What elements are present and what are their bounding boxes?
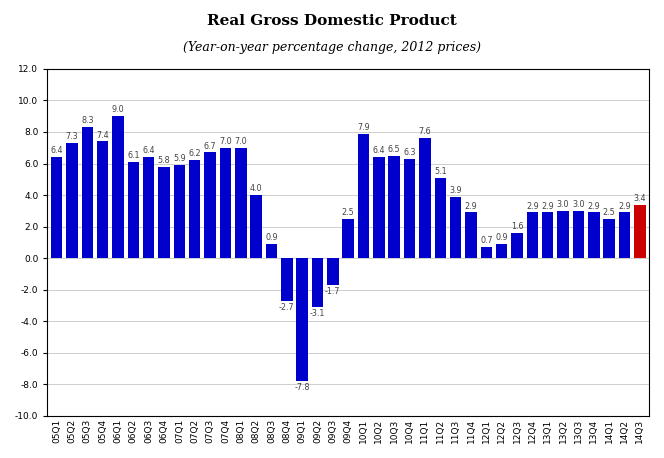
Text: 2.5: 2.5	[603, 208, 616, 217]
Bar	[158, 167, 170, 258]
Text: 2.5: 2.5	[342, 208, 355, 217]
Bar	[619, 213, 630, 258]
Text: 3.0: 3.0	[572, 200, 585, 209]
Text: 2.9: 2.9	[618, 202, 631, 211]
Text: 5.1: 5.1	[434, 167, 447, 176]
Bar	[557, 211, 569, 258]
Bar	[572, 211, 584, 258]
Text: 7.9: 7.9	[357, 123, 370, 131]
Text: 6.2: 6.2	[189, 149, 201, 158]
Bar	[419, 138, 431, 258]
Text: 6.3: 6.3	[403, 148, 416, 157]
Bar	[82, 127, 93, 258]
Bar	[388, 156, 400, 258]
Text: -7.8: -7.8	[294, 383, 310, 392]
Text: 2.9: 2.9	[541, 202, 554, 211]
Bar	[404, 159, 416, 258]
Bar	[173, 165, 185, 258]
Text: Real Gross Domestic Product: Real Gross Domestic Product	[207, 14, 457, 28]
Bar	[434, 178, 446, 258]
Text: (Year-on-year percentage change, 2012 prices): (Year-on-year percentage change, 2012 pr…	[183, 41, 481, 54]
Bar	[604, 219, 615, 258]
Text: 7.6: 7.6	[418, 127, 431, 136]
Text: 5.9: 5.9	[173, 154, 186, 163]
Text: 6.4: 6.4	[143, 147, 155, 155]
Bar	[281, 258, 293, 301]
Text: 6.4: 6.4	[50, 147, 63, 155]
Text: -2.7: -2.7	[279, 303, 295, 312]
Text: 6.7: 6.7	[204, 142, 216, 151]
Bar	[312, 258, 323, 307]
Text: 4.0: 4.0	[250, 184, 262, 193]
Bar	[143, 157, 155, 258]
Text: 2.9: 2.9	[588, 202, 600, 211]
Bar	[481, 247, 492, 258]
Bar	[220, 148, 231, 258]
Text: 6.1: 6.1	[127, 151, 139, 160]
Bar	[235, 148, 246, 258]
Bar	[527, 213, 538, 258]
Bar	[189, 160, 201, 258]
Bar	[511, 233, 523, 258]
Bar	[51, 157, 62, 258]
Text: 2.9: 2.9	[465, 202, 477, 211]
Bar	[266, 244, 278, 258]
Bar	[358, 134, 369, 258]
Text: 7.0: 7.0	[219, 137, 232, 146]
Bar	[542, 213, 554, 258]
Bar	[465, 213, 477, 258]
Bar	[296, 258, 308, 381]
Bar	[97, 142, 108, 258]
Text: 0.9: 0.9	[495, 233, 508, 242]
Text: 7.3: 7.3	[66, 132, 78, 141]
Text: 7.0: 7.0	[234, 137, 247, 146]
Text: -1.7: -1.7	[325, 287, 341, 296]
Text: 2.9: 2.9	[526, 202, 539, 211]
Text: 5.8: 5.8	[158, 156, 171, 165]
Bar	[450, 196, 461, 258]
Bar	[327, 258, 339, 285]
Bar	[634, 205, 645, 258]
Text: 8.3: 8.3	[81, 116, 94, 125]
Text: -3.1: -3.1	[310, 309, 325, 318]
Bar	[112, 116, 124, 258]
Bar	[588, 213, 600, 258]
Text: 7.4: 7.4	[96, 131, 109, 140]
Bar	[343, 219, 354, 258]
Text: 0.9: 0.9	[265, 233, 278, 242]
Text: 3.0: 3.0	[557, 200, 569, 209]
Bar	[66, 143, 78, 258]
Text: 3.9: 3.9	[450, 186, 462, 195]
Text: 3.4: 3.4	[633, 194, 646, 203]
Bar	[205, 153, 216, 258]
Text: 1.6: 1.6	[511, 222, 523, 231]
Bar	[250, 195, 262, 258]
Text: 6.4: 6.4	[373, 147, 385, 155]
Text: 9.0: 9.0	[112, 105, 124, 114]
Bar	[373, 157, 384, 258]
Text: 6.5: 6.5	[388, 145, 400, 154]
Bar	[127, 162, 139, 258]
Bar	[496, 244, 507, 258]
Text: 0.7: 0.7	[480, 236, 493, 245]
